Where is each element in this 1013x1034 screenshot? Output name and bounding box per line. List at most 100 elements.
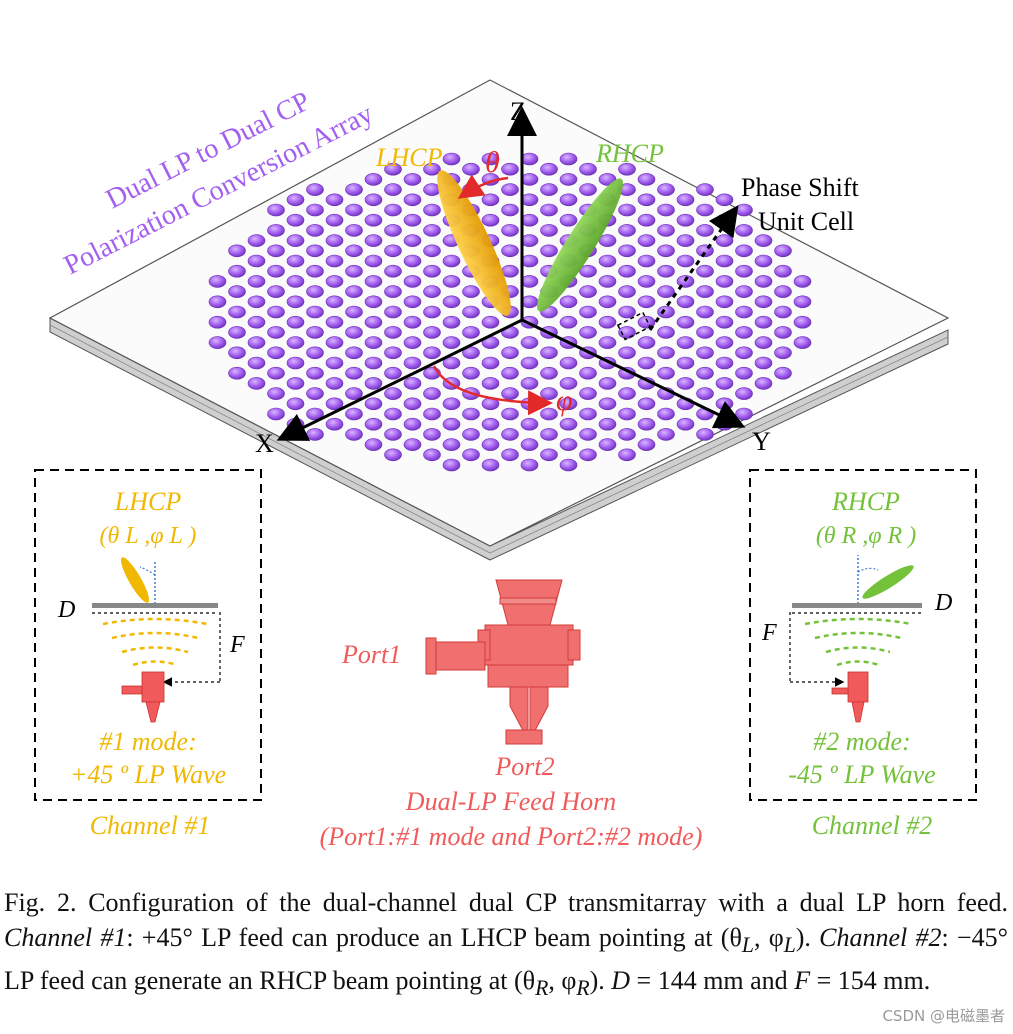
unit-cell <box>559 152 578 166</box>
caption-part6: , φ <box>548 966 577 996</box>
unit-cell <box>286 356 305 370</box>
unit-cell <box>637 397 656 411</box>
unit-cell <box>598 315 617 329</box>
unit-cell <box>462 162 480 176</box>
channel2-panel: RHCP (θ R ,φ R ) D F #2 mode: -45 º LP W… <box>749 469 977 840</box>
theta-arc: θ <box>457 146 509 199</box>
unit-cell <box>579 305 597 319</box>
unit-cell <box>540 244 558 258</box>
caption-sub-r1: R <box>535 976 549 1001</box>
unit-cell <box>345 244 363 258</box>
unit-cell <box>735 346 753 360</box>
unit-cell <box>715 377 734 390</box>
x-axis-label: X <box>255 429 274 458</box>
unit-cell <box>403 173 422 186</box>
channel1-pol: LHCP <box>114 487 182 516</box>
unit-cell <box>754 295 773 309</box>
unit-cell <box>754 315 773 329</box>
unit-cell <box>735 285 753 298</box>
unit-cell <box>423 264 441 278</box>
unit-cell <box>247 254 266 268</box>
unit-cell <box>462 285 480 298</box>
unit-cell <box>306 244 324 258</box>
unit-cell <box>481 417 500 431</box>
unit-cell <box>403 295 422 309</box>
unit-cell <box>423 162 441 176</box>
caption-prefix: Fig. 2. <box>4 888 77 917</box>
unit-cell <box>520 213 539 227</box>
unit-cell <box>364 315 383 329</box>
unit-cell <box>793 336 812 349</box>
unit-cell <box>559 356 578 370</box>
unit-cell <box>559 397 578 411</box>
unit-cell <box>462 346 480 360</box>
unit-cell <box>657 366 675 380</box>
unit-cell <box>462 428 480 441</box>
figure-caption: Fig. 2. Configuration of the dual-channe… <box>4 885 1008 1006</box>
caption-f-symbol: F <box>794 966 811 996</box>
unit-cell <box>345 407 363 421</box>
unit-cell <box>696 285 714 298</box>
unit-cell <box>228 346 246 360</box>
unit-cell <box>715 254 734 268</box>
unit-cell <box>325 356 344 370</box>
unit-cell <box>228 305 246 319</box>
unit-cell <box>325 213 344 227</box>
unit-cell <box>540 428 558 441</box>
unit-cell <box>774 285 792 298</box>
unit-cell <box>540 224 558 237</box>
unit-cell <box>618 244 636 258</box>
unit-cell <box>715 234 734 247</box>
unit-cell <box>559 438 578 451</box>
unit-cell <box>247 356 266 370</box>
unit-cell <box>384 407 402 421</box>
unit-cell <box>520 254 539 268</box>
unit-cell <box>540 448 558 462</box>
unit-cell <box>520 438 539 451</box>
unit-cell <box>676 295 695 309</box>
caption-sub-l2: L <box>783 933 796 958</box>
unit-cell <box>715 275 734 288</box>
unit-cell <box>754 356 773 370</box>
unit-cell <box>364 254 383 268</box>
unit-cell <box>579 448 597 462</box>
unit-cell <box>481 152 500 166</box>
unit-cell <box>559 193 578 207</box>
channel1-array <box>92 603 218 608</box>
caption-part4: ). <box>795 923 820 952</box>
unit-cell <box>501 428 519 441</box>
unit-cell <box>559 377 578 390</box>
unit-cell <box>442 254 461 268</box>
unit-cell <box>618 285 636 298</box>
unit-cell <box>774 326 792 339</box>
unit-cell <box>403 234 422 247</box>
unit-cell <box>696 326 714 339</box>
unit-cell <box>286 193 305 207</box>
axes: Z X Y <box>255 97 771 458</box>
unit-cell <box>306 387 324 400</box>
unit-cell <box>364 336 383 349</box>
unit-cell <box>384 346 402 360</box>
unit-cell <box>403 417 422 431</box>
unit-cell <box>247 315 266 329</box>
unit-cell <box>286 295 305 309</box>
unit-cell <box>774 305 792 319</box>
unit-cell <box>637 295 656 309</box>
unit-cell <box>735 203 753 217</box>
channel2-horn <box>831 671 869 723</box>
unit-cell <box>286 377 305 390</box>
unit-cell <box>384 183 402 196</box>
unit-cell <box>306 428 324 441</box>
unit-cell <box>579 285 597 298</box>
unit-cell <box>384 366 402 380</box>
channel2-angles: (θ R ,φ R ) <box>816 523 916 549</box>
channel1-beam <box>121 557 149 603</box>
channel1-f: F <box>229 632 245 658</box>
unit-cell <box>267 346 285 360</box>
unit-cell <box>403 397 422 411</box>
unit-cell <box>442 152 461 166</box>
unit-cell <box>306 203 324 217</box>
unit-cell <box>618 326 636 339</box>
channel1-panel: LHCP (θ L ,φ L ) D F #1 mode: +45 º LP W… <box>34 469 262 840</box>
unit-cell <box>637 173 656 186</box>
